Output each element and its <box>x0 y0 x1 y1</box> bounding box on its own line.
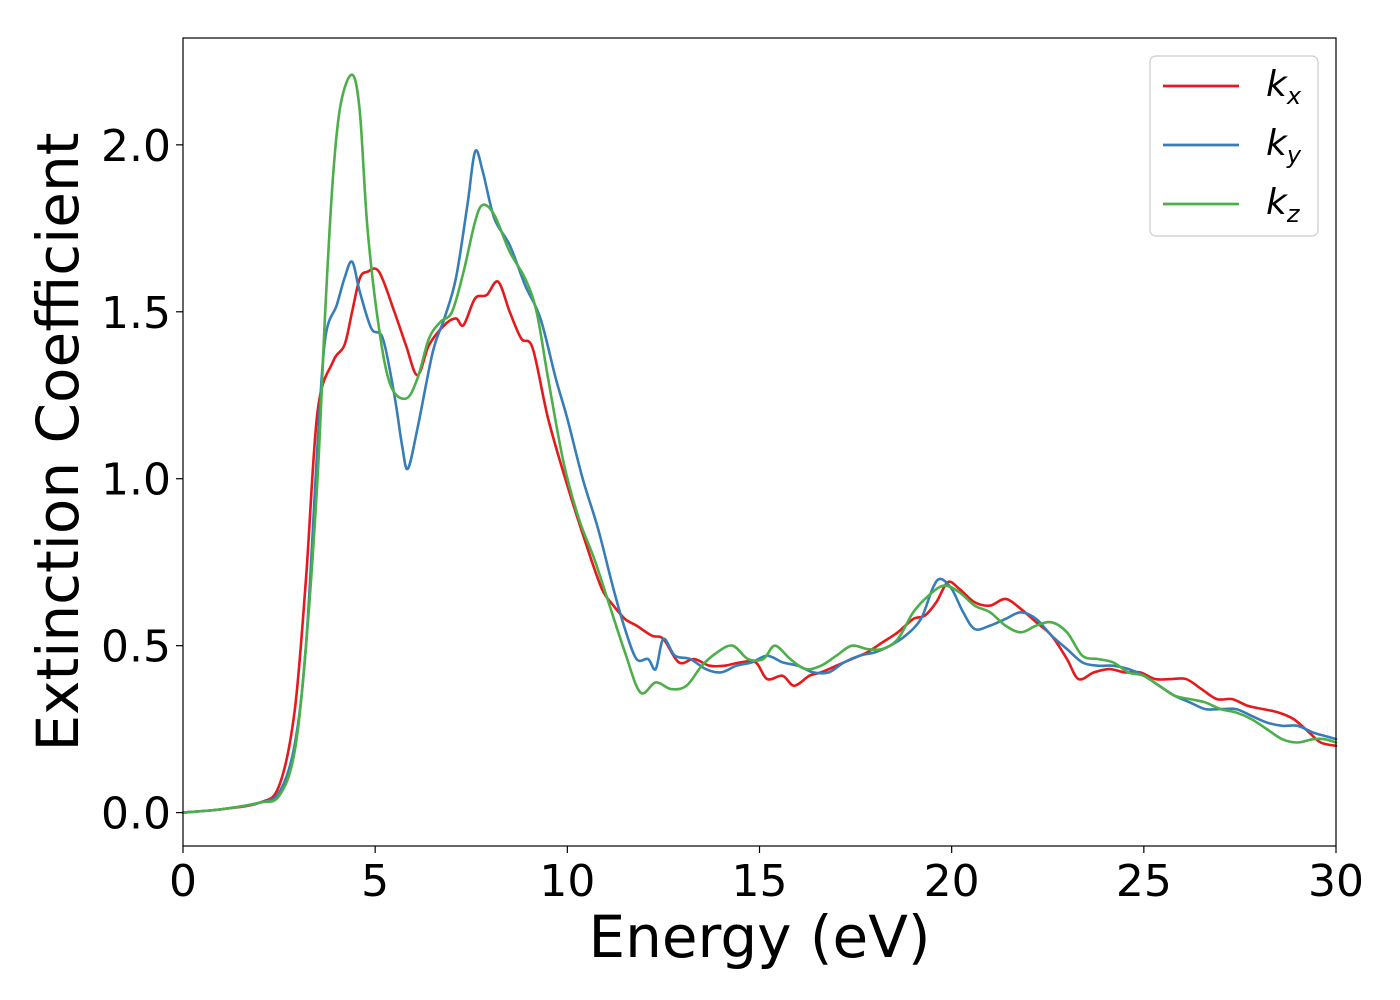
y-axis-label: Extinction Coefficient <box>24 133 92 752</box>
legend-label-kx: kx <box>1266 64 1302 110</box>
x-tick-label: 5 <box>361 856 389 907</box>
x-tick-label: 20 <box>924 856 980 907</box>
legend-label-subscript: z <box>1286 200 1301 228</box>
x-tick-label: 25 <box>1116 856 1172 907</box>
legend-label-main: k <box>1266 182 1289 223</box>
series-line-kz <box>181 73 1338 814</box>
x-tick-label: 10 <box>539 856 595 907</box>
x-tick-label: 30 <box>1308 856 1364 907</box>
y-tick-label: 0.0 <box>101 789 171 840</box>
y-tick-label: 1.5 <box>101 288 171 339</box>
y-tick-label: 2.0 <box>101 121 171 172</box>
x-axis-label: Energy (eV) <box>588 903 930 971</box>
y-axis-ticks: 0.0 0.5 1.0 1.5 2.0 <box>101 121 183 840</box>
x-tick-label: 15 <box>732 856 788 907</box>
series-layer <box>181 73 1338 814</box>
legend-label-subscript: y <box>1286 141 1302 169</box>
legend-label-kz: kz <box>1266 182 1301 228</box>
x-tick-label: 0 <box>169 856 197 907</box>
legend-label-main: k <box>1266 123 1289 164</box>
legend-label-ky: ky <box>1266 123 1302 169</box>
y-tick-label: 0.5 <box>101 622 171 673</box>
y-tick-label: 1.0 <box>101 455 171 506</box>
legend-label-main: k <box>1266 64 1289 105</box>
legend-label-subscript: x <box>1286 82 1302 110</box>
x-axis-ticks: 0 5 10 15 20 25 30 <box>169 846 1364 907</box>
